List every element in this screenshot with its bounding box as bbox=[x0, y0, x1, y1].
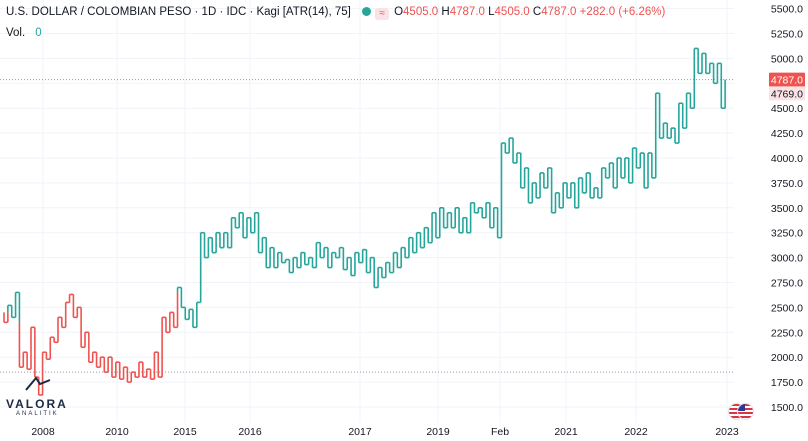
x-tick-label: 2016 bbox=[238, 426, 262, 438]
x-tick-label: 2010 bbox=[105, 426, 129, 438]
x-tick-label: 2021 bbox=[554, 426, 578, 438]
volume-value: 0 bbox=[35, 27, 42, 39]
x-tick-label: 2022 bbox=[624, 426, 648, 438]
market-status-icon bbox=[362, 7, 372, 16]
logo-mark-icon bbox=[25, 376, 51, 391]
wave-icon: ≈ bbox=[375, 8, 390, 20]
y-tick-label: 3000.0 bbox=[771, 253, 803, 265]
y-tick-label: 4000.0 bbox=[771, 153, 803, 165]
logo-sub: ANALITIK bbox=[16, 411, 59, 417]
x-tick-label: 2008 bbox=[31, 426, 55, 438]
kagi-series bbox=[3, 47, 726, 396]
y-tick-label: 1750.0 bbox=[771, 377, 803, 389]
y-tick-label: 1500.0 bbox=[771, 402, 803, 414]
y-tick-label: 2250.0 bbox=[771, 327, 803, 339]
y-tick-label: 5000.0 bbox=[771, 53, 803, 65]
open-label: O bbox=[394, 6, 404, 18]
open-value: 4505.0 bbox=[403, 6, 439, 18]
y-tick-label: 2750.0 bbox=[771, 278, 803, 290]
x-tick-label: 2019 bbox=[426, 426, 450, 438]
y-tick-label: 2000.0 bbox=[771, 352, 803, 364]
high-label: H bbox=[441, 6, 450, 18]
y-tick-label: 4500.0 bbox=[771, 103, 803, 115]
x-tick-label: 2017 bbox=[348, 426, 372, 438]
close-label: C bbox=[532, 6, 542, 18]
x-tick-label: 2015 bbox=[173, 426, 197, 438]
volume-legend: Vol. 0 bbox=[6, 27, 42, 39]
y-tick-label: 5500.0 bbox=[771, 4, 803, 16]
time-axis[interactable]: 2008 2010 2015 2016 2017 2019 Feb 2021 2022 2023 bbox=[31, 426, 739, 438]
change-value: +282.0 (+6.26%) bbox=[579, 6, 666, 18]
low-label: L bbox=[488, 6, 495, 18]
price-label-bg bbox=[769, 72, 805, 87]
logo-brand: VALORA bbox=[6, 397, 68, 411]
valora-logo: VALORA ANALITIK bbox=[6, 376, 66, 417]
currency-flag-icon[interactable] bbox=[728, 403, 754, 420]
y-tick-label: 3500.0 bbox=[771, 203, 803, 215]
y-tick-label: 3750.0 bbox=[771, 178, 803, 190]
reference-lines bbox=[0, 79, 734, 373]
x-tick-label: Feb bbox=[491, 426, 509, 438]
y-tick-label: 3250.0 bbox=[771, 228, 803, 240]
x-tick-label: 2023 bbox=[715, 426, 739, 438]
price-label: 4769.0 bbox=[771, 88, 803, 100]
price-label-bg bbox=[769, 86, 805, 101]
price-axis[interactable]: 1500.0 1750.0 2000.0 2250.0 2500.0 2750.0 3000… bbox=[771, 4, 803, 414]
price-label: 4787.0 bbox=[771, 75, 803, 87]
high-value: 4787.0 bbox=[449, 6, 485, 18]
y-tick-label: 5250.0 bbox=[771, 29, 803, 41]
close-value: 4787.0 bbox=[541, 6, 577, 18]
low-value: 4505.0 bbox=[494, 6, 530, 18]
y-tick-label: 2500.0 bbox=[771, 302, 803, 314]
chart-legend: U.S. DOLLAR / COLOMBIAN PESO · 1D · IDC … bbox=[6, 6, 665, 20]
y-tick-label: 4250.0 bbox=[771, 128, 803, 140]
symbol-title[interactable]: U.S. DOLLAR / COLOMBIAN PESO · 1D · IDC … bbox=[6, 6, 351, 18]
grid bbox=[0, 0, 734, 423]
volume-label: Vol. bbox=[6, 27, 26, 39]
